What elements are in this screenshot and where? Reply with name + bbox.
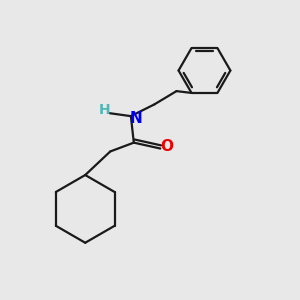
Text: O: O bbox=[160, 139, 173, 154]
Text: H: H bbox=[99, 103, 111, 117]
Text: N: N bbox=[130, 111, 142, 126]
